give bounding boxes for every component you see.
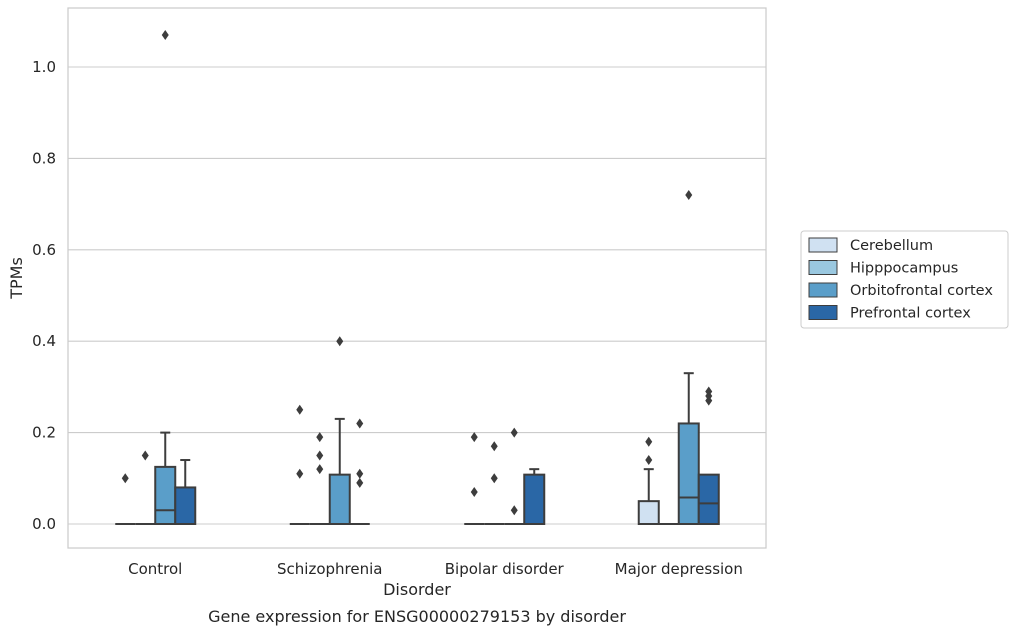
box-series [115, 372, 720, 526]
legend-swatch [808, 282, 838, 298]
box-body [677, 422, 700, 525]
box-body [523, 473, 546, 526]
x-tick-labels: Control Schizophrenia Bipolar disorder Majo… [128, 560, 743, 578]
legend-label: Orbitofrontal cortex [850, 283, 993, 299]
legend-label: Prefrontal cortex [850, 306, 971, 322]
outlier-point [470, 432, 478, 443]
box-orbitofrontal-cortex [328, 417, 351, 526]
legend-label: Hipppocampus [850, 261, 958, 277]
outlier-points [121, 30, 713, 516]
y-tick-label: 0.8 [32, 149, 56, 167]
outlier-point [316, 464, 324, 475]
outlier-point [356, 418, 364, 429]
y-tick-label: 0.4 [32, 332, 56, 350]
legend-label: Cerebellum [850, 238, 933, 254]
outlier-point [316, 432, 324, 443]
outlier-point [645, 436, 653, 447]
box-prefrontal-cortex [697, 473, 720, 526]
y-tick-label: 1.0 [32, 58, 56, 76]
outlier-point [336, 336, 344, 347]
outlier-point [490, 473, 498, 484]
legend-swatch [808, 305, 838, 320]
outlier-point [296, 468, 304, 479]
plot-frame [67, 7, 767, 549]
outlier-point [685, 189, 693, 200]
outlier-point [296, 404, 304, 415]
box-body [328, 473, 351, 526]
y-axis-label: TPMs [7, 257, 26, 300]
outlier-point [356, 468, 364, 479]
y-tick-labels: 0.0 0.2 0.4 0.6 0.8 1.0 [32, 58, 56, 533]
legend: Cerebellum Hipppocampus Orbitofrontal cort… [800, 230, 1009, 329]
outlier-point [121, 473, 129, 484]
x-tick-label: Control [128, 560, 182, 578]
legend-swatch [808, 260, 838, 275]
outlier-point [510, 427, 518, 438]
outlier-point [645, 455, 653, 466]
outlier-point [490, 441, 498, 452]
legend-frame [800, 230, 1009, 329]
outlier-point [141, 450, 149, 461]
x-tick-label: Bipolar disorder [445, 560, 565, 578]
box-body [637, 500, 660, 525]
chart-caption: Gene expression for ENSG00000279153 by d… [208, 607, 626, 626]
outlier-point [161, 30, 169, 41]
y-tick-label: 0.0 [32, 515, 56, 533]
outlier-point [316, 450, 324, 461]
outlier-point [705, 386, 713, 397]
legend-items: Cerebellum Hipppocampus Orbitofrontal cort… [808, 237, 993, 322]
box-cerebellum [637, 468, 660, 525]
x-tick-label: Schizophrenia [277, 560, 382, 578]
outlier-point [470, 487, 478, 498]
box-body [154, 465, 177, 525]
x-axis-label: Disorder [383, 580, 451, 599]
box-body [174, 486, 197, 526]
y-tick-label: 0.2 [32, 424, 56, 442]
box-prefrontal-cortex [174, 459, 197, 526]
x-tick-label: Major depression [615, 560, 743, 578]
box-body [697, 473, 720, 526]
box-prefrontal-cortex [523, 468, 546, 526]
legend-swatch [808, 237, 838, 253]
outlier-point [510, 505, 518, 516]
outlier-point [356, 477, 364, 488]
y-tick-label: 0.6 [32, 241, 56, 259]
